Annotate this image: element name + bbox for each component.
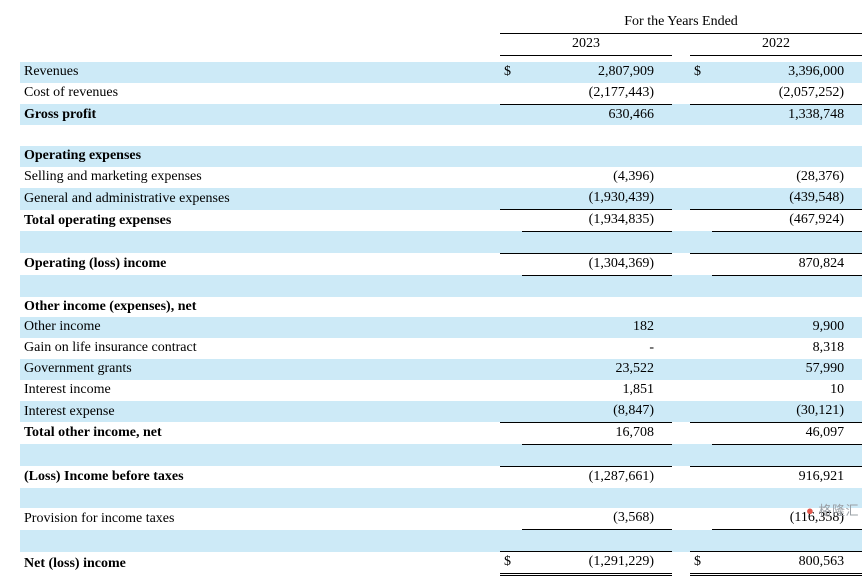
row-gov-grants: Government grants 23,522 57,990 <box>20 359 862 380</box>
label-cost: Cost of revenues <box>20 83 500 104</box>
label-gov-grants: Government grants <box>20 359 500 380</box>
value-revenues-2023: 2,807,909 <box>522 62 672 83</box>
row-revenues: Revenues $ 2,807,909 $ 3,396,000 <box>20 62 862 83</box>
row-total-other: Total other income, net 16,708 46,097 <box>20 422 862 444</box>
row-int-income: Interest income 1,851 10 <box>20 380 862 401</box>
currency-symbol: $ <box>500 62 522 83</box>
row-total-opex: Total operating expenses (1,934,835) (46… <box>20 210 862 232</box>
value-int-expense-2023: (8,847) <box>522 401 672 422</box>
currency-symbol: $ <box>690 552 712 575</box>
value-other-income-2023: 182 <box>522 317 672 338</box>
value-total-opex-2023: (1,934,835) <box>522 210 672 232</box>
currency-symbol: $ <box>500 552 522 575</box>
value-gain-life-2023: - <box>522 338 672 359</box>
row-cost-of-revenues: Cost of revenues (2,177,443) (2,057,252) <box>20 83 862 104</box>
value-genadmin-2023: (1,930,439) <box>522 188 672 209</box>
value-op-income-2022: 870,824 <box>712 253 862 275</box>
label-genadmin: General and administrative expenses <box>20 188 500 209</box>
row-gain-life: Gain on life insurance contract - 8,318 <box>20 338 862 359</box>
header-years-row: 2023 2022 <box>20 33 862 55</box>
value-revenues-2022: 3,396,000 <box>712 62 862 83</box>
value-int-expense-2022: (30,121) <box>712 401 862 422</box>
label-pretax: (Loss) Income before taxes <box>20 466 500 487</box>
row-selling: Selling and marketing expenses (4,396) (… <box>20 167 862 188</box>
row-other-income: Other income 182 9,900 <box>20 317 862 338</box>
label-other-hdr: Other income (expenses), net <box>20 297 500 318</box>
value-selling-2022: (28,376) <box>712 167 862 188</box>
row-opex-header: Operating expenses <box>20 146 862 167</box>
label-gross: Gross profit <box>20 104 500 125</box>
value-int-income-2022: 10 <box>712 380 862 401</box>
value-net-2022: 800,563 <box>712 552 862 575</box>
row-operating-income: Operating (loss) income (1,304,369) 870,… <box>20 253 862 275</box>
value-gain-life-2022: 8,318 <box>712 338 862 359</box>
header-year-2023: 2023 <box>500 33 672 55</box>
row-int-expense: Interest expense (8,847) (30,121) <box>20 401 862 422</box>
value-pretax-2022: 916,921 <box>712 466 862 487</box>
row-tax: Provision for income taxes (3,568) (116,… <box>20 508 862 529</box>
value-op-income-2023: (1,304,369) <box>522 253 672 275</box>
label-opex-hdr: Operating expenses <box>20 146 500 167</box>
value-net-2023: (1,291,229) <box>522 552 672 575</box>
value-tax-2023: (3,568) <box>522 508 672 529</box>
label-revenues: Revenues <box>20 62 500 83</box>
label-other-income: Other income <box>20 317 500 338</box>
row-genadmin: General and administrative expenses (1,9… <box>20 188 862 209</box>
value-cost-2023: (2,177,443) <box>522 83 672 104</box>
label-op-income: Operating (loss) income <box>20 253 500 275</box>
value-selling-2023: (4,396) <box>522 167 672 188</box>
value-gov-grants-2022: 57,990 <box>712 359 862 380</box>
label-total-other: Total other income, net <box>20 422 500 444</box>
value-genadmin-2022: (439,548) <box>712 188 862 209</box>
value-total-opex-2022: (467,924) <box>712 210 862 232</box>
currency-symbol: $ <box>690 62 712 83</box>
income-statement-table: For the Years Ended 2023 2022 Revenues $… <box>20 12 862 576</box>
value-total-other-2022: 46,097 <box>712 422 862 444</box>
label-int-expense: Interest expense <box>20 401 500 422</box>
value-gov-grants-2023: 23,522 <box>522 359 672 380</box>
label-tax: Provision for income taxes <box>20 508 500 529</box>
value-tax-2022: (116,358) <box>712 508 862 529</box>
row-gross-profit: Gross profit 630,466 1,338,748 <box>20 104 862 125</box>
value-other-income-2022: 9,900 <box>712 317 862 338</box>
header-year-2022: 2022 <box>690 33 862 55</box>
label-gain-life: Gain on life insurance contract <box>20 338 500 359</box>
value-total-other-2023: 16,708 <box>522 422 672 444</box>
label-int-income: Interest income <box>20 380 500 401</box>
value-int-income-2023: 1,851 <box>522 380 672 401</box>
value-gross-2022: 1,338,748 <box>712 104 862 125</box>
value-cost-2022: (2,057,252) <box>712 83 862 104</box>
label-total-opex: Total operating expenses <box>20 210 500 232</box>
header-span-row: For the Years Ended <box>20 12 862 33</box>
label-net: Net (loss) income <box>20 552 500 575</box>
value-pretax-2023: (1,287,661) <box>522 466 672 487</box>
value-gross-2023: 630,466 <box>522 104 672 125</box>
header-span-label: For the Years Ended <box>500 12 862 33</box>
row-net-income: Net (loss) income $ (1,291,229) $ 800,56… <box>20 552 862 575</box>
label-selling: Selling and marketing expenses <box>20 167 500 188</box>
row-other-header: Other income (expenses), net <box>20 297 862 318</box>
row-pretax: (Loss) Income before taxes (1,287,661) 9… <box>20 466 862 487</box>
